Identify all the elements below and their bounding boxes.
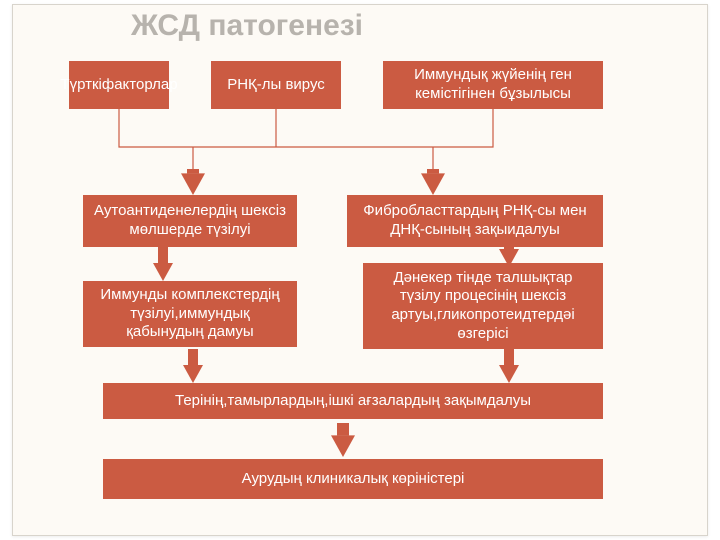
arrow-down-icon	[153, 247, 173, 281]
flow-node-n5: Фибробласттардың РНҚ-сы мен ДНҚ-сының за…	[347, 195, 603, 247]
arrow-down-icon	[181, 169, 205, 195]
arrow-down-icon	[499, 349, 519, 383]
arrow-down-icon	[183, 349, 203, 383]
slide-title: ЖСД патогенезі	[131, 9, 363, 43]
flow-node-n3: Иммундық жүйенің ген кемістігінен бұзылы…	[383, 61, 603, 109]
arrow-down-icon	[421, 169, 445, 195]
flow-node-n7: Дәнекер тінде талшықтар түзілу процесіні…	[363, 263, 603, 349]
arrow-down-icon	[331, 423, 355, 457]
connector-line	[119, 109, 493, 147]
slide-frame: ЖСД патогенезі Түрткіфакторлар РНҚ-лы вир…	[12, 4, 708, 536]
flow-node-n8: Терінің,тамырлардың,ішкі ағзалардың зақы…	[103, 383, 603, 419]
flow-node-n6: Иммунды комплекстердің түзілуі,иммундық …	[83, 281, 297, 347]
flow-node-n9: Аурудың клиникалық көріністері	[103, 459, 603, 499]
flow-node-n2: РНҚ-лы вирус	[211, 61, 341, 109]
flow-node-n4: Аутоантиденелердің шексіз мөлшерде түзіл…	[83, 195, 297, 247]
flow-node-n1: Түрткіфакторлар	[69, 61, 169, 109]
